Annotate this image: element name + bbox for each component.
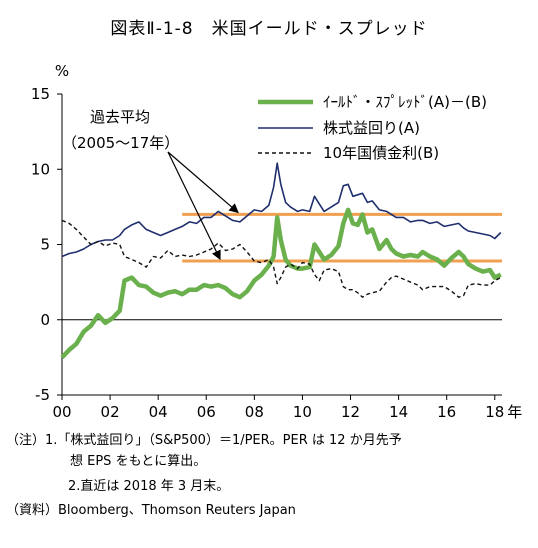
x-tick-label: 08	[245, 403, 264, 421]
series-line-earnings_yield	[61, 162, 502, 258]
y-tick-label: 5	[40, 236, 50, 254]
x-tick-label: 10	[293, 403, 312, 421]
y-tick-label: 15	[31, 85, 50, 103]
chart: -5 0 5 10 15% 00 02 04 06 08 10 12 14 16 18 年 過去平均 （2005…	[31, 62, 522, 421]
axes-group: -5 0 5 10 15% 00 02 04 06 08 10 12 14 16 18 年	[31, 62, 522, 421]
annotation-arrow-lower	[167, 151, 221, 261]
legend-label-spread: ｲｰﾙﾄﾞ・ｽﾌﾟﾚｯﾄﾞ(A)－(B)	[323, 93, 487, 111]
legend-label-earnings_yield: 株式益回り(A)	[323, 119, 420, 137]
chart-title: 図表Ⅱ-1-8 米国イールド・スプレッド	[110, 19, 428, 39]
x-axis-unit: 年	[507, 403, 522, 421]
note-1-continued: 想 EPS をもとに算出。	[70, 454, 207, 469]
note-2: 2.直近は 2018 年 3 月末。	[68, 479, 230, 494]
annotation-line-1: 過去平均	[90, 108, 150, 126]
source-note: （資料）Bloomberg、Thomson Reuters Japan	[6, 503, 296, 518]
y-tick-label: 0	[40, 311, 50, 329]
x-tick-label: 18	[485, 403, 504, 421]
series-line-spread	[60, 207, 502, 359]
x-tick-label: 06	[197, 403, 216, 421]
series-line-bond_yield	[61, 219, 502, 298]
annotation: 過去平均 （2005～17年）	[62, 108, 239, 261]
y-tick-label: 10	[31, 160, 50, 178]
x-tick-label: 16	[437, 403, 456, 421]
y-tick-label: -5	[35, 386, 50, 404]
legend-label-bond_yield: 10年国債金利(B)	[323, 144, 439, 162]
x-tick-label: 04	[149, 403, 168, 421]
note-1: （注）1.「株式益回り」（S&P500）＝1/PER。PER は 12 か月先予	[6, 433, 402, 448]
x-tick-label: 00	[52, 403, 71, 421]
annotation-line-2: （2005～17年）	[62, 134, 179, 152]
legend: ｲｰﾙﾄﾞ・ｽﾌﾟﾚｯﾄﾞ(A)－(B) 株式益回り(A) 10年国債金利(B)	[258, 93, 487, 162]
x-tick-label: 14	[389, 403, 408, 421]
x-tick-label: 12	[341, 403, 360, 421]
x-tick-label: 02	[101, 403, 120, 421]
series-lines	[60, 162, 502, 359]
y-axis-unit: %	[55, 62, 69, 80]
annotation-arrow-upper	[167, 151, 239, 214]
